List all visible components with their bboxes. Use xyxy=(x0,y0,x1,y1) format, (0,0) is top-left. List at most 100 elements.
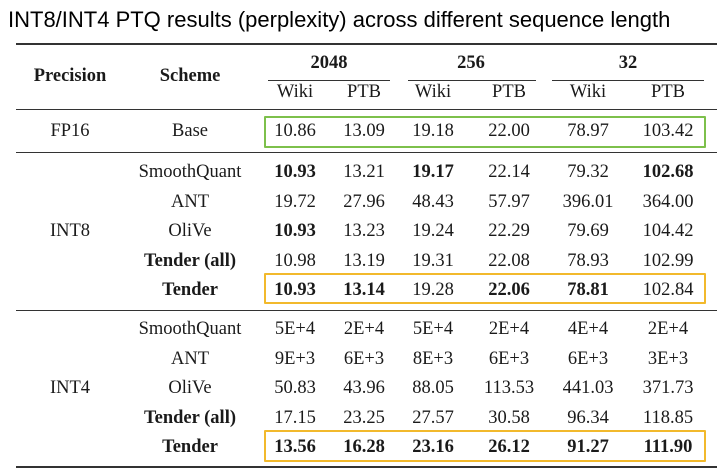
table-cell: 10.98 xyxy=(274,250,316,271)
table-cell: 22.00 xyxy=(488,121,530,141)
header-seq-length: 2048 xyxy=(310,53,348,73)
table-cell: 2E+4 xyxy=(343,319,385,339)
header-dataset: Wiki xyxy=(414,82,452,102)
table-cell: 4E+4 xyxy=(567,319,609,339)
table-cell: 10.93 xyxy=(274,280,316,300)
header-dataset: Wiki xyxy=(569,82,607,102)
table-cell: 91.27 xyxy=(567,437,609,457)
table-cell: 30.58 xyxy=(488,407,530,428)
table-cell: 102.99 xyxy=(642,250,694,271)
scheme-label: ANT xyxy=(170,191,210,212)
precision-label: INT4 xyxy=(49,378,91,398)
highlight-box xyxy=(264,430,706,462)
table-cell: 10.93 xyxy=(274,221,316,241)
table-cell: 22.06 xyxy=(488,280,530,300)
table-cell: 17.15 xyxy=(274,407,316,428)
header-rule xyxy=(16,109,717,110)
table-cell: 5E+4 xyxy=(274,319,316,339)
table-cell: 396.01 xyxy=(562,191,614,212)
table-cell: 96.34 xyxy=(567,407,609,428)
table-cell: 6E+3 xyxy=(488,348,530,369)
table-caption: INT8/INT4 PTQ results (perplexity) acros… xyxy=(8,7,671,32)
table-cell: 113.53 xyxy=(483,378,535,398)
group-underline xyxy=(408,80,536,81)
precision-label: FP16 xyxy=(50,121,90,141)
table-cell: 78.81 xyxy=(567,280,609,300)
table-cell: 13.56 xyxy=(274,437,316,457)
scheme-label: Tender xyxy=(162,280,218,300)
scheme-label: SmoothQuant xyxy=(138,162,242,182)
header-seq-length: 32 xyxy=(618,53,638,73)
scheme-label: Tender (all) xyxy=(144,407,236,428)
section-rule xyxy=(16,310,717,311)
table-cell: 23.16 xyxy=(412,437,454,457)
top-rule xyxy=(16,43,717,45)
precision-label: INT8 xyxy=(49,221,91,241)
scheme-label: ANT xyxy=(170,348,210,369)
table-cell: 43.96 xyxy=(343,378,385,398)
table-cell: 16.28 xyxy=(343,437,385,457)
header-dataset: PTB xyxy=(492,82,526,102)
table-cell: 19.17 xyxy=(412,162,454,182)
scheme-label: SmoothQuant xyxy=(138,319,242,339)
table-cell: 104.42 xyxy=(642,221,694,241)
table-cell: 22.29 xyxy=(488,221,530,241)
table-cell: 103.42 xyxy=(642,121,694,141)
table-cell: 10.86 xyxy=(274,121,316,141)
bottom-rule xyxy=(16,466,717,468)
scheme-label: OliVe xyxy=(168,221,212,241)
section-rule xyxy=(16,152,717,153)
table-cell: 27.96 xyxy=(343,191,385,212)
table-cell: 364.00 xyxy=(642,191,694,212)
table-cell: 88.05 xyxy=(412,378,454,398)
table-cell: 102.84 xyxy=(642,280,694,300)
scheme-label: Tender (all) xyxy=(144,250,236,271)
table-cell: 13.09 xyxy=(343,121,385,141)
table-cell: 13.19 xyxy=(343,250,385,271)
header-seq-length: 256 xyxy=(457,53,485,73)
table-cell: 9E+3 xyxy=(274,348,316,369)
table-cell: 26.12 xyxy=(488,437,530,457)
table-cell: 6E+3 xyxy=(343,348,385,369)
table-cell: 371.73 xyxy=(642,378,694,398)
highlight-box xyxy=(264,273,706,304)
table-cell: 50.83 xyxy=(274,378,316,398)
group-underline xyxy=(268,80,390,81)
table-cell: 19.28 xyxy=(412,280,454,300)
highlight-box xyxy=(264,116,706,148)
table-cell: 8E+3 xyxy=(412,348,454,369)
table-cell: 78.93 xyxy=(567,250,609,271)
header-dataset: PTB xyxy=(347,82,381,102)
table-cell: 6E+3 xyxy=(567,348,609,369)
scheme-label: Tender xyxy=(162,437,218,457)
table-cell: 57.97 xyxy=(488,191,530,212)
table-cell: 13.14 xyxy=(343,280,385,300)
table-cell: 19.31 xyxy=(412,250,454,271)
group-underline xyxy=(552,80,704,81)
header-scheme: Scheme xyxy=(159,66,221,86)
table-cell: 22.14 xyxy=(488,162,530,182)
table-cell: 22.08 xyxy=(488,250,530,271)
table-cell: 78.97 xyxy=(567,121,609,141)
table-cell: 5E+4 xyxy=(412,319,454,339)
table-cell: 27.57 xyxy=(412,407,454,428)
table-cell: 2E+4 xyxy=(647,319,689,339)
table-cell: 111.90 xyxy=(643,437,693,457)
table-cell: 118.85 xyxy=(642,407,694,428)
table-cell: 23.25 xyxy=(343,407,385,428)
header-dataset: Wiki xyxy=(276,82,314,102)
table-cell: 13.23 xyxy=(343,221,385,241)
table-cell: 13.21 xyxy=(343,162,385,182)
table-cell: 3E+3 xyxy=(647,348,689,369)
table-cell: 19.18 xyxy=(412,121,454,141)
table-cell: 441.03 xyxy=(562,378,614,398)
table-cell: 79.32 xyxy=(567,162,609,182)
table-cell: 10.93 xyxy=(274,162,316,182)
table-cell: 19.72 xyxy=(274,191,316,212)
table-cell: 102.68 xyxy=(642,162,694,182)
scheme-label: OliVe xyxy=(168,378,212,398)
scheme-label: Base xyxy=(172,121,208,141)
table-cell: 19.24 xyxy=(412,221,454,241)
table-cell: 79.69 xyxy=(567,221,609,241)
table-cell: 2E+4 xyxy=(488,319,530,339)
